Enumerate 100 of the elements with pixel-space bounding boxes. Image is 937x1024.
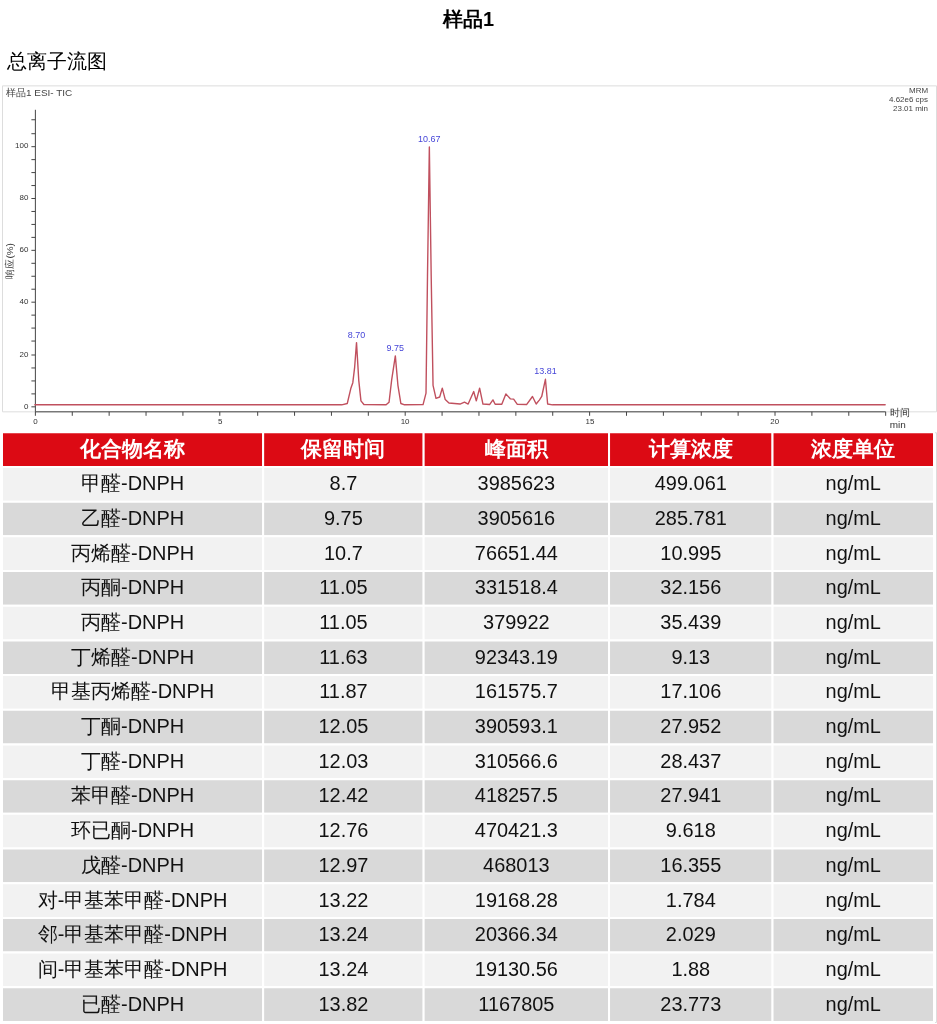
text: ng/mL: [825, 472, 881, 495]
y-tick-label: 0: [23, 401, 29, 411]
text: 13.24: [318, 957, 369, 980]
annotation: 10.67: [418, 134, 441, 145]
text: ng/mL: [825, 645, 881, 668]
x-tick-label: 15: [585, 416, 595, 426]
text: 390593.1: [474, 715, 558, 738]
text: 甲醛-DNPH: [81, 472, 185, 495]
text: ng/mL: [825, 888, 881, 911]
text: 12.97: [318, 853, 369, 876]
text: 苯甲醛-DNPH: [71, 784, 195, 807]
text: 戊醛-DNPH: [81, 853, 185, 876]
text: 418257.5: [474, 784, 558, 807]
line-series: [34, 146, 886, 406]
text: 19168.28: [474, 888, 558, 911]
annotation: 13.81: [534, 366, 557, 377]
text: 1167805: [478, 992, 555, 1015]
text: 35.439: [660, 611, 722, 634]
text: 20366.34: [474, 923, 558, 946]
text: 499.061: [654, 472, 727, 495]
x-tick-label: 10: [400, 416, 411, 426]
text: ng/mL: [825, 957, 881, 980]
text: 丁酮-DNPH: [81, 715, 185, 738]
text: 310566.6: [474, 749, 558, 772]
text: 3985623: [477, 472, 556, 495]
text: ng/mL: [825, 819, 881, 842]
text: 32.156: [660, 576, 722, 599]
text: 10.7: [324, 541, 363, 564]
text: 12.42: [318, 784, 369, 807]
x-tick-label: 0: [33, 416, 39, 426]
category-label: 保留时间: [300, 436, 386, 460]
text: ng/mL: [825, 576, 881, 599]
text: ng/mL: [825, 680, 881, 703]
text: ng/mL: [825, 611, 881, 634]
text: 3905616: [477, 506, 556, 529]
text: 13.22: [318, 888, 369, 911]
text: 76651.44: [474, 541, 558, 564]
text: 1.88: [671, 957, 711, 980]
text: 甲基丙烯醛-DNPH: [51, 680, 215, 703]
text: 11.63: [319, 645, 368, 668]
text: 间-甲基苯甲醛-DNPH: [37, 957, 228, 980]
text: 11.05: [319, 576, 368, 599]
text: 92343.19: [474, 645, 558, 668]
annotation: 9.75: [386, 342, 405, 353]
chart-title: 样品1: [441, 8, 495, 31]
x-tick-label: 20: [770, 416, 780, 426]
category-label: 峰面积: [484, 436, 549, 460]
text: 丙酮-DNPH: [81, 576, 185, 599]
category-label: 化合物名称: [79, 436, 186, 460]
text: 丁烯醛-DNPH: [71, 645, 195, 668]
text: 9.75: [324, 506, 363, 529]
text: 8.7: [329, 472, 358, 495]
text: 12.03: [318, 749, 369, 772]
text: 9.618: [665, 819, 716, 842]
text: 13.24: [318, 923, 369, 946]
text: 已醛-DNPH: [81, 992, 185, 1015]
text: 样品1 ESI- TIC: [5, 87, 73, 99]
text: 468013: [483, 853, 550, 876]
text: 丁醛-DNPH: [81, 749, 185, 772]
text: 丙醛-DNPH: [81, 611, 185, 634]
text: 23.01 min: [893, 104, 929, 114]
text: 28.437: [660, 749, 722, 772]
text: 12.76: [318, 819, 369, 842]
text: ng/mL: [825, 541, 881, 564]
text: 2.029: [665, 923, 716, 946]
text: 13.82: [318, 992, 369, 1015]
text: 邻-甲基苯甲醛-DNPH: [37, 923, 228, 946]
text: 1.784: [665, 888, 716, 911]
text: 10.995: [660, 541, 722, 564]
text: 对-甲基苯甲醛-DNPH: [37, 888, 228, 911]
text: 9.13: [671, 645, 711, 668]
y-axis-title: 响应(%): [4, 243, 16, 279]
text: 19130.56: [474, 957, 558, 980]
text: 乙醛-DNPH: [81, 506, 185, 529]
category-label: 浓度单位: [810, 436, 896, 460]
y-tick-label: 20: [19, 349, 29, 359]
text: ng/mL: [825, 715, 881, 738]
text: MRM: [909, 86, 929, 96]
text: ng/mL: [825, 992, 881, 1015]
y-tick-label: 100: [15, 141, 29, 151]
text: 16.355: [660, 853, 722, 876]
text: 331518.4: [474, 576, 558, 599]
text: 11.05: [319, 611, 368, 634]
text: 285.781: [654, 506, 727, 529]
annotation: 8.70: [347, 329, 366, 340]
text: ng/mL: [825, 853, 881, 876]
text: 4.62e6 cps: [889, 95, 929, 105]
text: 23.773: [660, 992, 722, 1015]
text: ng/mL: [825, 749, 881, 772]
y-tick-label: 80: [19, 193, 29, 203]
text: ng/mL: [825, 506, 881, 529]
text: ng/mL: [825, 923, 881, 946]
text: 379922: [483, 611, 550, 634]
text: 27.952: [660, 715, 722, 738]
x-tick-label: 5: [218, 416, 224, 426]
y-tick-label: 60: [19, 245, 29, 255]
text: 环已酮-DNPH: [71, 819, 195, 842]
chart-subtitle: 总离子流图: [5, 50, 107, 73]
text: 11.87: [319, 680, 368, 703]
category-label: 计算浓度: [647, 436, 733, 460]
